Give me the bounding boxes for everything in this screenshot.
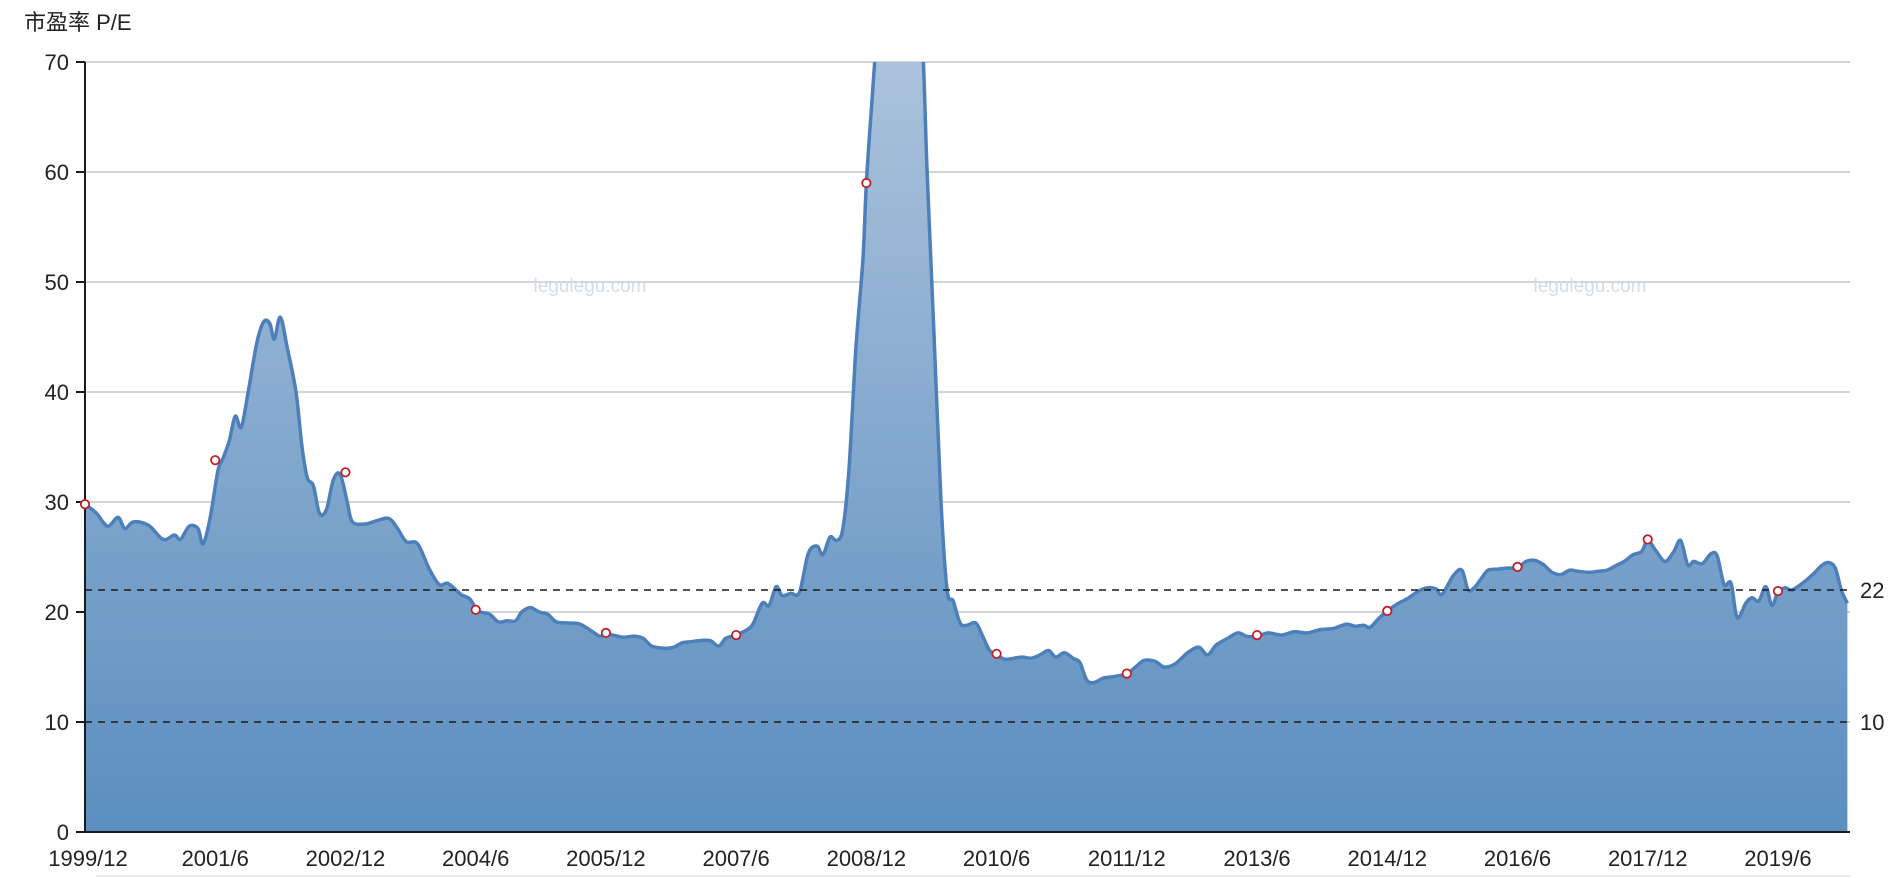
y-tick-label-40: 40	[45, 380, 69, 405]
x-tick-label-0: 1999/12	[48, 846, 128, 871]
x-tick-label-7: 2010/6	[963, 846, 1030, 871]
data-marker-0[interactable]	[79, 499, 91, 510]
data-marker-4[interactable]	[600, 627, 612, 639]
y-tick-label-60: 60	[45, 160, 69, 185]
data-marker-8[interactable]	[1121, 668, 1132, 679]
data-marker-3[interactable]	[470, 604, 481, 615]
axes	[84, 62, 1850, 877]
area-series	[85, 62, 1849, 832]
x-tick-label-4: 2005/12	[566, 846, 646, 871]
reference-label-22: 22	[1860, 578, 1884, 603]
x-tick-label-1: 2001/6	[182, 846, 249, 871]
data-marker-5[interactable]	[731, 629, 742, 641]
data-marker-7[interactable]	[991, 648, 1002, 659]
data-marker-13[interactable]	[1772, 585, 1784, 597]
y-tick-label-70: 70	[45, 50, 69, 75]
x-tick-label-8: 2011/12	[1088, 846, 1166, 871]
y-axis-title: 市盈率 P/E	[24, 10, 132, 35]
y-tick-label-0: 0	[57, 820, 69, 845]
reference-label-10: 10	[1860, 710, 1884, 735]
data-markers	[79, 177, 1784, 679]
data-marker-6[interactable]	[861, 177, 872, 189]
y-tick-label-50: 50	[45, 270, 69, 295]
reference-lines: 22 10	[85, 578, 1884, 735]
watermark-2: legulegu.com	[1533, 276, 1646, 297]
x-tick-label-9: 2013/6	[1223, 846, 1290, 871]
x-tick-label-10: 2014/12	[1347, 846, 1427, 871]
x-tick-label-11: 2016/6	[1484, 846, 1551, 871]
watermark-1: legulegu.com	[533, 276, 646, 297]
x-tick-label-12: 2017/12	[1608, 846, 1688, 871]
data-marker-10[interactable]	[1382, 605, 1393, 617]
y-tick-label-10: 10	[45, 710, 69, 735]
y-tick-label-30: 30	[45, 490, 69, 515]
data-marker-2[interactable]	[340, 467, 351, 478]
pe-series-line	[85, 62, 1849, 685]
x-tick-label-13: 2019/6	[1744, 846, 1811, 871]
x-ticks: 1999/12 2001/6 2002/12 2004/6 2005/12 2007/6 2…	[48, 846, 1811, 871]
data-marker-1[interactable]	[210, 455, 221, 466]
data-marker-12[interactable]	[1642, 534, 1653, 545]
data-marker-9[interactable]	[1251, 629, 1263, 641]
y-ticks: 0 10 20 30 40 50 60 70	[45, 50, 85, 845]
data-marker-11[interactable]	[1512, 561, 1523, 573]
y-tick-label-20: 20	[45, 600, 69, 625]
area-fill	[85, 62, 1848, 832]
x-tick-label-6: 2008/12	[827, 846, 907, 871]
x-tick-label-3: 2004/6	[442, 846, 509, 871]
x-tick-label-5: 2007/6	[702, 846, 769, 871]
x-tick-label-2: 2002/12	[306, 846, 386, 871]
